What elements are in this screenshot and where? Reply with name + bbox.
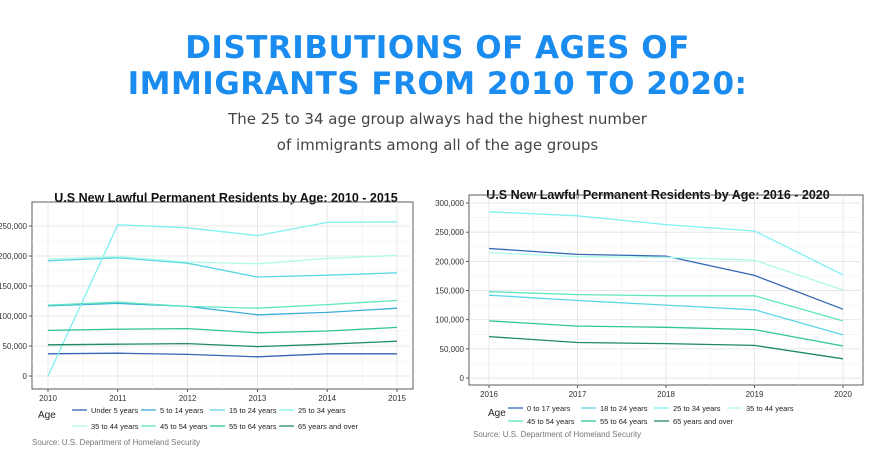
- x-tick-label: 2010: [39, 394, 57, 403]
- legend-label-18-to-24-years: 18 to 24 years: [600, 404, 648, 413]
- y-tick-label: 250,000: [435, 228, 464, 237]
- chart-title: U.S New Lawful Permanent Residents by Ag…: [54, 191, 397, 205]
- legend-label-55-to-64-years: 55 to 64 years: [229, 422, 277, 431]
- y-tick-label: 300,000: [435, 199, 464, 208]
- subtitle-line-2: of immigrants among all of the age group…: [276, 136, 599, 154]
- x-tick-label: 2017: [569, 390, 587, 399]
- x-tick-label: 2020: [834, 390, 852, 399]
- y-tick-label: 150,000: [0, 282, 28, 291]
- headline-line-1: DISTRIBUTIONS OF AGES OF: [185, 30, 690, 66]
- source-note-right: Source: U.S. Department of Homeland Secu…: [473, 430, 642, 439]
- x-tick-label: 2014: [318, 394, 336, 403]
- legend-label-0-to-17-years: 0 to 17 years: [527, 404, 571, 413]
- series-line-15-to-24-years: [47, 257, 398, 278]
- series-line-25-to-34-years: [47, 221, 398, 377]
- y-tick-label: 0: [23, 372, 28, 381]
- legend-label-55-to-64-years: 55 to 64 years: [600, 417, 648, 426]
- series-line-55-to-64-years: [47, 326, 398, 334]
- x-tick-label: 2015: [388, 394, 406, 403]
- x-tick-label: 2019: [746, 390, 764, 399]
- legend-label-35-to-44-years: 35 to 44 years: [746, 404, 794, 413]
- subtitle-line-1: The 25 to 34 age group always had the hi…: [228, 110, 647, 128]
- series-line-18-to-24-years: [488, 294, 844, 336]
- legend-label-65-years-and-over: 65 years and over: [673, 417, 734, 426]
- source-note-left: Source: U.S. Department of Homeland Secu…: [32, 438, 201, 447]
- legend-label-under-5-years: Under 5 years: [91, 406, 138, 415]
- x-tick-label: 2011: [109, 394, 127, 403]
- series-line-0-to-17-years: [488, 247, 844, 310]
- legend-label-35-to-44-years: 35 to 44 years: [91, 422, 139, 431]
- y-tick-label: 50,000: [3, 342, 28, 351]
- legend-label-65-years-and-over: 65 years and over: [298, 422, 359, 431]
- chart-2010-2015: U.S New Lawful Permanent Residents by Ag…: [0, 191, 414, 431]
- y-tick-label: 100,000: [0, 312, 28, 321]
- series-line-25-to-34-years: [488, 211, 844, 276]
- x-tick-label: 2013: [249, 394, 267, 403]
- series-line-65-years-and-over: [488, 335, 844, 360]
- legend-label-25-to-34-years: 25 to 34 years: [673, 404, 721, 413]
- legend-title: Age: [488, 408, 506, 419]
- legend-label-45-to-54-years: 45 to 54 years: [160, 422, 208, 431]
- legend-label-15-to-24-years: 15 to 24 years: [229, 406, 277, 415]
- legend-title: Age: [38, 410, 56, 421]
- legend-label-45-to-54-years: 45 to 54 years: [527, 417, 575, 426]
- series-line-5-to-14-years: [47, 302, 398, 316]
- y-tick-label: 50,000: [440, 345, 465, 354]
- y-tick-label: 250,000: [0, 222, 28, 231]
- series-line-under-5-years: [47, 352, 397, 358]
- series-line-35-to-44-years: [47, 254, 398, 265]
- y-tick-label: 150,000: [435, 287, 464, 296]
- x-tick-label: 2018: [657, 390, 675, 399]
- y-tick-label: 200,000: [435, 257, 464, 266]
- series-line-65-years-and-over: [47, 340, 398, 348]
- series-line-45-to-54-years: [488, 291, 844, 322]
- series-line-45-to-54-years: [47, 299, 398, 309]
- legend-label-25-to-34-years: 25 to 34 years: [298, 406, 346, 415]
- series-line-55-to-64-years: [488, 320, 844, 347]
- x-tick-label: 2016: [480, 390, 498, 399]
- headline-line-2: IMMIGRANTS FROM 2010 TO 2020:: [127, 66, 748, 102]
- y-tick-label: 100,000: [435, 316, 464, 325]
- legend-label-5-to-14-years: 5 to 14 years: [160, 406, 204, 415]
- series-line-35-to-44-years: [488, 251, 844, 291]
- x-tick-label: 2012: [179, 394, 197, 403]
- y-tick-label: 0: [460, 374, 465, 383]
- y-tick-label: 200,000: [0, 252, 28, 261]
